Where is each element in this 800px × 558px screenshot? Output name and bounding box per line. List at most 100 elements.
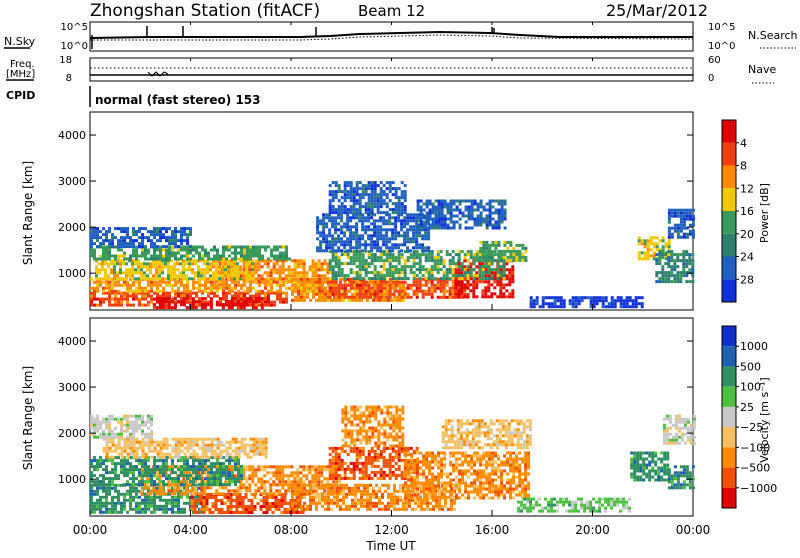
heatmap-cell [260, 492, 263, 495]
heatmap-cell [153, 292, 156, 295]
heatmap-cell [455, 274, 458, 277]
heatmap-cell [198, 287, 201, 290]
heatmap-cell [410, 253, 413, 256]
heatmap-cell [623, 299, 626, 302]
heatmap-cell [135, 465, 138, 468]
heatmap-cell [245, 277, 248, 280]
heatmap-cell [312, 259, 315, 262]
heatmap-cell [355, 225, 358, 228]
heatmap-cell [269, 477, 272, 480]
heatmap-cell [96, 477, 99, 480]
heatmap-cell [437, 284, 440, 287]
heatmap-cell [170, 465, 173, 468]
heatmap-cell [356, 253, 359, 256]
heatmap-cell [484, 286, 487, 289]
heatmap-cell [608, 305, 611, 308]
heatmap-cell [315, 281, 318, 284]
heatmap-cell [144, 252, 147, 255]
heatmap-cell [171, 246, 174, 249]
heatmap-cell [93, 287, 96, 290]
heatmap-cell [480, 212, 483, 215]
heatmap-cell [427, 249, 430, 252]
nave-label: Nave [748, 63, 776, 76]
heatmap-cell [431, 265, 434, 268]
heatmap-cell [215, 499, 218, 502]
heatmap-cell [359, 202, 362, 205]
heatmap-cell [518, 259, 521, 262]
heatmap-cell [347, 262, 350, 265]
heatmap-cell [215, 505, 218, 508]
heatmap-cell [105, 483, 108, 486]
heatmap-cell [393, 299, 396, 302]
heatmap-cell [191, 268, 194, 271]
heatmap-cell [180, 281, 183, 284]
heatmap-cell [296, 468, 299, 471]
heatmap-cell [311, 465, 314, 468]
heatmap-cell [105, 459, 108, 462]
heatmap-cell [435, 209, 438, 212]
heatmap-cell [278, 502, 281, 505]
heatmap-cell [249, 297, 252, 300]
heatmap-cell [491, 274, 494, 277]
heatmap-cell [126, 474, 129, 477]
heatmap-cell [197, 277, 200, 280]
heatmap-cell [171, 306, 174, 309]
heatmap-cell [431, 293, 434, 296]
heatmap-cell [171, 511, 174, 514]
heatmap-cell [200, 268, 203, 271]
heatmap-cell [419, 271, 422, 274]
heatmap-cell [252, 300, 255, 303]
heatmap-cell [617, 299, 620, 302]
heatmap-cell [593, 302, 596, 305]
heatmap-cell [372, 299, 375, 302]
heatmap-cell [485, 259, 488, 262]
heatmap-cell [147, 252, 150, 255]
heatmap-cell [426, 212, 429, 215]
heatmap-cell [502, 286, 505, 289]
heatmap-cell [225, 300, 228, 303]
heatmap-cell [123, 474, 126, 477]
heatmap-cell [252, 287, 255, 290]
heatmap-cell [153, 258, 156, 261]
heatmap-cell [331, 234, 334, 237]
heatmap-cell [641, 242, 644, 245]
heatmap-cell [114, 290, 117, 293]
heatmap-cell [479, 253, 482, 256]
heatmap-cell [282, 265, 285, 268]
heatmap-cell [335, 196, 338, 199]
heatmap-cell [165, 245, 168, 248]
heatmap-cell [278, 489, 281, 492]
heatmap-cell [370, 249, 373, 252]
heatmap-cell [395, 287, 398, 290]
heatmap-cell [459, 203, 462, 206]
heatmap-cell [485, 244, 488, 247]
heatmap-cell [374, 196, 377, 199]
heatmap-cell [162, 281, 165, 284]
heatmap-cell [404, 184, 407, 187]
heatmap-cell [470, 250, 473, 253]
heatmap-cell [281, 499, 284, 502]
heatmap-cell [273, 292, 276, 295]
heatmap-cell [392, 181, 395, 184]
heatmap-cell [413, 284, 416, 287]
heatmap-cell [158, 262, 161, 265]
heatmap-cell [376, 225, 379, 228]
heatmap-cell [476, 256, 479, 259]
heatmap-cell [279, 271, 282, 274]
heatmap-cell [328, 231, 331, 234]
heatmap-cell [99, 284, 102, 287]
heatmap-cell [471, 212, 474, 215]
heatmap-cell [437, 256, 440, 259]
heatmap-cell [269, 486, 272, 489]
heatmap-cell [336, 299, 339, 302]
heatmap-cell [147, 249, 150, 252]
heatmap-cell [243, 284, 246, 287]
heatmap-cell [371, 259, 374, 262]
heatmap-cell [434, 284, 437, 287]
heatmap-cell [180, 297, 183, 300]
heatmap-cell [108, 477, 111, 480]
heatmap-cell [491, 277, 494, 280]
heatmap-cell [501, 221, 504, 224]
heatmap-cell [249, 252, 252, 255]
heatmap-cell [416, 287, 419, 290]
